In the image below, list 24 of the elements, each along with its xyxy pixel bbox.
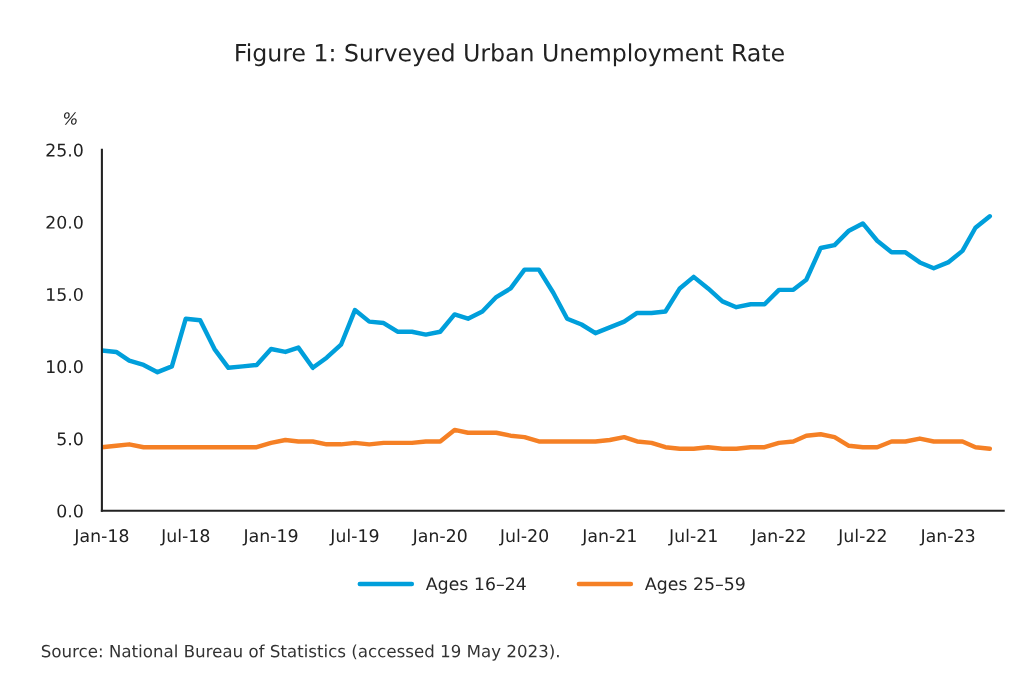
y-tick-label: 15.0 <box>47 287 83 302</box>
line-series <box>101 214 993 375</box>
x-tick-label: Jan-21 <box>581 529 636 546</box>
x-tick-label: Jul-19 <box>329 528 379 546</box>
x-tick-label: Jul-21 <box>668 528 717 546</box>
y-tick-label: 20.0 <box>46 215 83 229</box>
y-axis-title: % <box>63 112 77 125</box>
legend-label: Ages 16–24 <box>425 577 526 594</box>
y-tick-label: 10.0 <box>47 360 83 374</box>
source-note: Source: National Bureau of Statistics (accessed 19 May 2023). <box>41 644 559 661</box>
x-tick-label: Jan-18 <box>73 529 129 546</box>
legend-label: Ages 25–59 <box>644 577 745 594</box>
x-tick-label: Jul-18 <box>160 528 210 546</box>
x-tick-label: Jan-19 <box>242 529 298 546</box>
x-tick-label: Jan-20 <box>411 529 467 546</box>
y-tick-label: 0.0 <box>57 504 83 518</box>
y-tick-label: 5.0 <box>57 432 83 446</box>
y-tick-label: 25.0 <box>46 143 83 157</box>
line-series <box>101 427 993 451</box>
x-tick-label: Jan-23 <box>919 529 975 546</box>
x-tick-label: Jul-22 <box>837 528 886 546</box>
x-tick-label: Jan-22 <box>750 529 805 546</box>
x-tick-label: Jul-20 <box>498 528 549 546</box>
chart-title: Figure 1: Surveyed Urban Unemployment Rate <box>236 43 784 67</box>
